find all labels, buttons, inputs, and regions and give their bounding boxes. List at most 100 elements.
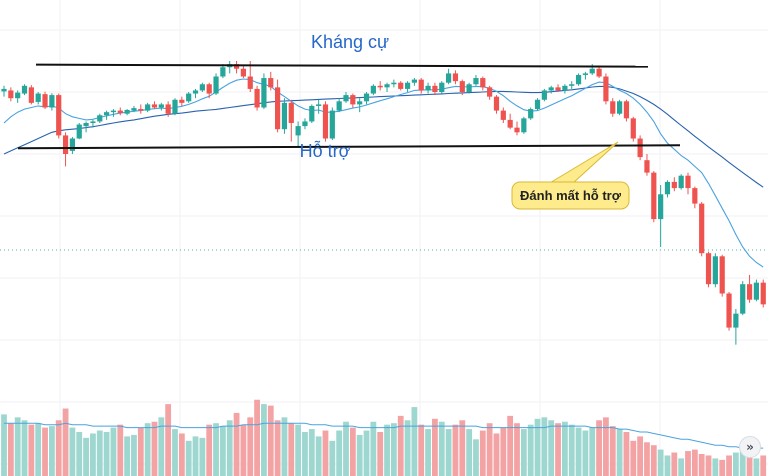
volume-bar [691,449,698,476]
candle [452,70,459,85]
volume-bar [137,427,144,476]
candle [343,92,349,103]
candle [1,85,7,97]
candle-body [582,73,588,75]
candle [439,81,445,94]
support-line[interactable] [17,144,681,150]
candle [740,281,746,316]
volume-bar [548,420,555,476]
candle-body [425,85,431,91]
volume-bar [356,434,363,476]
resistance-line[interactable] [35,63,649,68]
candle-body [172,99,178,114]
volume-bar [685,451,691,476]
candle [192,88,199,99]
candle-body [49,95,55,108]
volume-bar [267,405,274,476]
candle [254,85,260,111]
candle-body [370,85,376,94]
candle [534,98,541,111]
candle [507,113,513,130]
volume-bar [732,452,739,476]
candle-body [500,110,506,120]
candle [582,71,588,80]
volume-bar [568,424,575,476]
volume-bar [370,421,377,476]
candle-body [138,109,144,111]
volume-bar [165,404,172,476]
candle [699,202,705,257]
volume-bar [390,423,397,476]
moving-averages [3,78,764,268]
volume-bar [493,433,500,476]
volume-bar [117,424,124,476]
callout-box [511,181,630,210]
candle-body [165,104,171,114]
candle [596,65,602,79]
double-chevron-right-icon: » [746,440,754,454]
candle-body [158,104,164,108]
volume-bar [377,432,384,476]
volume-bar [302,432,308,476]
candle-body [56,95,62,136]
candle [104,110,110,120]
candle-body [117,110,123,114]
candle-body [418,79,424,91]
candle-body [275,87,281,130]
candle-body [404,82,411,89]
volume-bar [609,426,616,476]
volume-bar [206,424,213,476]
volume-bar [438,421,445,476]
volume-bar [726,455,732,476]
candle-body [534,99,541,110]
candle-body [651,172,657,220]
candle [227,61,233,74]
candle-body [548,87,554,91]
volume-bar [582,430,589,476]
candle [42,91,48,110]
candle-body [678,175,684,189]
volume-bar [596,420,602,476]
candle [268,71,274,91]
candle [281,98,288,134]
volume-bar [753,458,760,476]
callout-pointer [546,141,619,185]
volume-bar [349,427,356,476]
scroll-to-latest-button[interactable]: » [739,436,761,458]
volume-bar [55,420,62,476]
candle-body [623,101,630,119]
volume-bar [473,439,479,476]
candle-body [213,76,219,94]
candle [651,171,657,223]
candle-body [186,93,192,102]
candle [206,82,212,99]
candle-body [97,115,103,122]
volume-bar [650,445,657,476]
breakdown-callout: Đánh mất hỗ trợ [511,141,630,210]
candle-body [206,84,212,94]
volume-bar [83,437,89,476]
candle-body [124,109,130,114]
candle [179,96,185,106]
candle [165,101,171,117]
candle [363,92,370,105]
candle [432,82,438,96]
volume-bar [261,404,267,476]
candle [712,253,718,288]
candle-body [541,90,547,100]
candle [83,121,89,133]
candle [671,177,677,192]
candle-body [240,68,246,77]
candles [1,61,766,345]
volume-bar [199,437,206,476]
volume-bar [343,421,349,476]
volume-bar [247,417,254,476]
candle-body [398,82,404,89]
volume-bar [336,430,343,476]
candle [473,74,479,86]
candle [555,84,561,92]
candle [275,79,281,133]
candle [644,154,650,176]
candle [151,101,158,110]
